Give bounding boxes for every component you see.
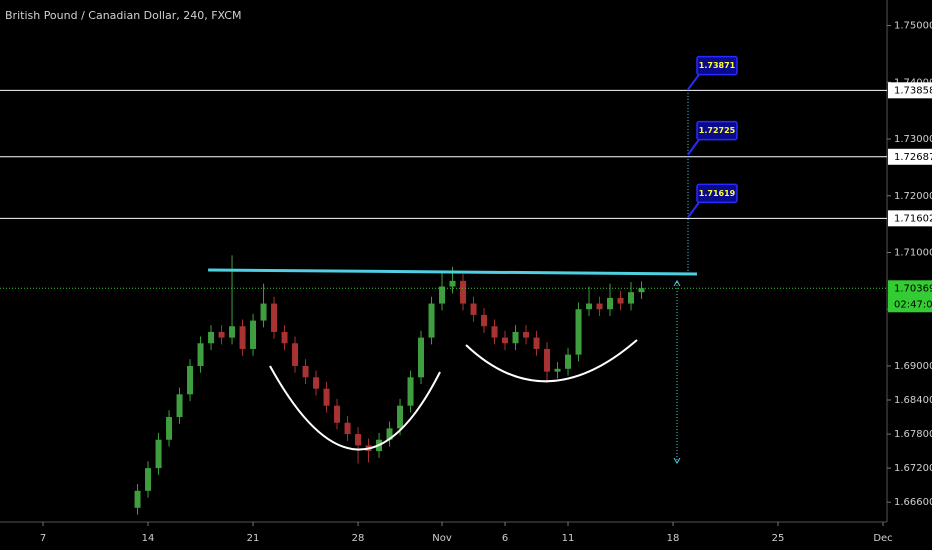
candle-body [575, 309, 582, 355]
target-pointer [687, 201, 700, 218]
candle-body [533, 337, 540, 349]
candle-body [418, 337, 425, 378]
current-price-label: 1.70369 [894, 283, 932, 294]
price-line-label-bg [888, 148, 932, 165]
chart-title: British Pound / Canadian Dollar, 240, FX… [5, 9, 241, 22]
candle-body [176, 394, 183, 418]
candle-body [470, 303, 477, 315]
candle-body [166, 417, 173, 440]
target-box [696, 55, 738, 76]
candle-body [449, 280, 456, 287]
candle-body [260, 303, 267, 321]
y-tick-label: 1.73000 [894, 134, 932, 145]
x-tick-label: 6 [502, 533, 508, 544]
handle-curve [465, 339, 638, 383]
axis-layer: 1.750001.740001.730001.720001.710001.700… [40, 21, 932, 544]
countdown-label: 02:47:06 [894, 299, 932, 310]
price-line-label-bg [888, 82, 932, 99]
candle-body [292, 343, 299, 366]
price-line-label: 1.72687 [894, 152, 932, 163]
y-tick-label: 1.67200 [894, 463, 932, 474]
candle-body [491, 326, 498, 338]
y-tick-label: 1.67800 [894, 429, 932, 440]
candle-body [386, 428, 393, 440]
candle-body [197, 343, 204, 366]
candle-body [218, 331, 225, 338]
candle-body [334, 405, 341, 423]
cup-curve [269, 365, 441, 451]
candle-body [323, 388, 330, 406]
y-tick-label: 1.72000 [894, 191, 932, 202]
candle-body [313, 377, 320, 389]
target-pointer [687, 73, 700, 91]
price-line-label: 1.73858 [894, 85, 932, 96]
candle-body [554, 368, 561, 372]
target-label: 1.72725 [699, 126, 736, 135]
candle-body [628, 292, 635, 304]
candle-body [302, 365, 309, 378]
candle-body [512, 331, 519, 344]
y-tick-label: 1.69000 [894, 361, 932, 372]
candle-body [271, 303, 278, 332]
candle-body [617, 297, 624, 304]
candle-body [187, 365, 194, 395]
candle-body [481, 314, 488, 327]
candle-body [208, 331, 215, 344]
candle-body [586, 303, 593, 310]
price-line-label-bg [888, 210, 932, 227]
candle-body [523, 331, 530, 338]
candle-body [596, 303, 603, 310]
candle-body [344, 422, 351, 435]
candle-body [544, 348, 551, 372]
x-tick-label: 21 [247, 533, 260, 544]
candle-body [502, 337, 509, 344]
x-tick-label: 7 [40, 533, 46, 544]
y-tick-label: 1.68400 [894, 395, 932, 406]
candle-body [281, 331, 288, 344]
x-tick-label: Nov [432, 533, 452, 544]
candle-body [155, 439, 162, 469]
y-tick-label: 1.75000 [894, 21, 932, 32]
trendline [208, 268, 697, 276]
candle-body [407, 377, 414, 406]
y-tick-label: 1.71000 [894, 247, 932, 258]
y-tick-label: 1.66600 [894, 497, 932, 508]
candle-body [250, 320, 257, 349]
x-tick-label: 11 [562, 533, 575, 544]
candle-body [229, 326, 236, 338]
candle-body [607, 297, 614, 310]
candle-body [638, 288, 645, 293]
price-line-label: 1.71602 [894, 213, 932, 224]
plot-area: 1.73871 1.72725 1.71619 [0, 55, 887, 515]
candle-body [428, 303, 435, 338]
target-box [696, 183, 738, 204]
candle-body [134, 490, 141, 508]
candle-body [439, 286, 446, 304]
current-price-label-bg [888, 280, 932, 313]
x-tick-label: 25 [772, 533, 785, 544]
target-label: 1.71619 [699, 189, 736, 198]
candle-body [460, 280, 467, 304]
candle-body [397, 405, 404, 429]
x-tick-label: Dec [873, 533, 892, 544]
x-tick-label: 28 [352, 533, 365, 544]
target-box [696, 120, 738, 141]
candle-body [239, 326, 246, 349]
measure-arrows [673, 280, 681, 464]
x-tick-label: 18 [667, 533, 680, 544]
target-label: 1.73871 [699, 61, 736, 70]
candle-body [145, 468, 152, 491]
target-pointer [687, 139, 700, 156]
candle-body [565, 354, 572, 369]
x-tick-label: 14 [142, 533, 155, 544]
candle-body [355, 434, 362, 446]
